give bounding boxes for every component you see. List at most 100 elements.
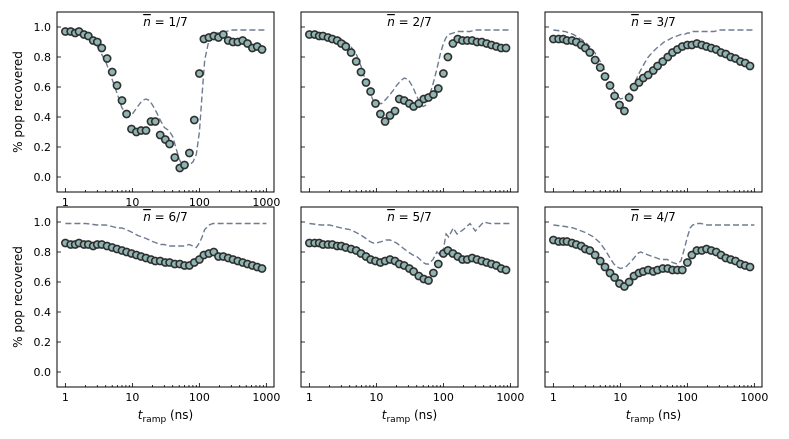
- data-point: [361, 78, 371, 87]
- data-point: [585, 246, 595, 255]
- data-point: [341, 42, 351, 51]
- x-tick-label: 1000: [252, 196, 280, 209]
- data-point: [745, 262, 755, 272]
- data-point: [624, 277, 634, 287]
- panel-3: n = 3/7: [544, 11, 763, 193]
- x-axis-label: tramp (ns): [138, 408, 193, 425]
- x-tick-label: 100: [433, 391, 454, 404]
- data-point: [371, 99, 380, 108]
- axes-frame: [56, 206, 275, 388]
- data-point: [590, 55, 600, 65]
- y-tick-label: 0.8: [34, 51, 52, 64]
- data-point: [433, 84, 443, 93]
- data-point: [585, 48, 595, 57]
- y-axis-label: % pop recovered: [11, 246, 25, 348]
- data-point: [112, 81, 122, 90]
- data-point: [433, 259, 443, 269]
- x-tick-label: 1: [306, 391, 313, 404]
- y-tick-label: 1.0: [34, 216, 52, 229]
- axes-frame: [300, 206, 519, 388]
- data-point: [180, 160, 189, 170]
- data-point: [380, 117, 390, 126]
- data-point: [165, 139, 174, 149]
- y-tick-label: 0.6: [34, 276, 52, 289]
- x-tick-label: 10: [125, 196, 139, 209]
- y-tick-label: 0.2: [34, 141, 52, 154]
- data-point: [356, 67, 366, 77]
- data-point: [184, 148, 194, 158]
- axes-frame: [56, 11, 275, 193]
- data-point: [683, 258, 692, 267]
- x-tick-label: 100: [189, 391, 210, 404]
- x-tick-label: 1: [550, 391, 557, 404]
- panel-6: 1 10 100 1000 n = 4/7 tramp (ns): [544, 206, 768, 425]
- data-point: [424, 276, 433, 285]
- data-point: [590, 250, 600, 260]
- data-point: [107, 67, 117, 77]
- x-tick-label: 1000: [496, 391, 524, 404]
- panel-title: n = 4/7: [631, 210, 676, 224]
- simulated-curve: [309, 221, 511, 265]
- y-tick-label: 1.0: [34, 21, 52, 34]
- x-tick-label: 10: [369, 391, 383, 404]
- data-point: [218, 30, 228, 39]
- x-tick-label: 10: [125, 391, 139, 404]
- y-tick-label: 0.8: [34, 246, 52, 259]
- x-axis-label: tramp (ns): [382, 408, 437, 425]
- x-axis-label: tramp (ns): [626, 408, 681, 425]
- data-point: [428, 90, 438, 99]
- data-point: [745, 61, 755, 71]
- simulated-curve: [65, 222, 267, 249]
- data-point: [150, 117, 160, 126]
- y-tick-label: 0.0: [34, 366, 52, 379]
- data-point: [501, 43, 511, 53]
- axes-frame: [544, 206, 763, 388]
- data-point: [428, 268, 438, 278]
- panel-4: 0.0 0.2 0.4 0.6 0.8 1.0 1 10 100 1000 n = 6/7 % pop…: [11, 206, 280, 425]
- y-tick-label: 0.6: [34, 81, 52, 94]
- data-point: [600, 262, 610, 272]
- panel-title: n = 6/7: [143, 210, 188, 224]
- x-tick-label: 100: [189, 196, 210, 209]
- data-point: [605, 81, 615, 90]
- data-point: [595, 256, 605, 266]
- panel-2: n = 2/7: [300, 11, 519, 193]
- y-tick-label: 0.4: [34, 111, 52, 124]
- data-point: [595, 63, 605, 72]
- data-point: [351, 57, 361, 66]
- data-point: [375, 109, 385, 119]
- panel-title: n = 1/7: [143, 15, 188, 29]
- axes-frame: [300, 11, 519, 193]
- x-tick-label: 1000: [252, 391, 280, 404]
- data-point: [346, 48, 356, 57]
- y-tick-label: 0.2: [34, 336, 52, 349]
- data-point: [610, 273, 619, 282]
- y-tick-label: 0.4: [34, 306, 52, 319]
- panel-5: 1 10 100 1000 n = 5/7 tramp (ns): [300, 206, 524, 425]
- panel-1: 0.0 0.2 0.4 0.6 0.8 1.0 1 10 100 1000 n = 1/7 % pop…: [11, 11, 280, 209]
- panel-title: n = 2/7: [387, 15, 432, 29]
- y-tick-label: 0.0: [34, 171, 52, 184]
- x-tick-label: 1000: [740, 391, 768, 404]
- panel-title: n = 3/7: [631, 15, 676, 29]
- data-point: [615, 100, 624, 110]
- data-point: [624, 93, 634, 102]
- data-point: [390, 106, 400, 116]
- data-point: [194, 69, 204, 78]
- x-tick-label: 10: [613, 391, 627, 404]
- y-axis-label: % pop recovered: [11, 51, 25, 153]
- data-point: [366, 87, 375, 96]
- data-point: [257, 45, 267, 54]
- data-point: [102, 54, 112, 63]
- panel-title: n = 5/7: [387, 210, 432, 224]
- data-point: [610, 91, 619, 101]
- data-point: [257, 264, 267, 273]
- simulated-curve: [553, 222, 755, 270]
- data-point: [117, 96, 127, 105]
- data-point: [141, 126, 151, 135]
- data-point: [501, 265, 511, 275]
- x-tick-label: 1: [62, 196, 69, 209]
- data-point: [97, 43, 107, 53]
- data-point: [189, 115, 199, 125]
